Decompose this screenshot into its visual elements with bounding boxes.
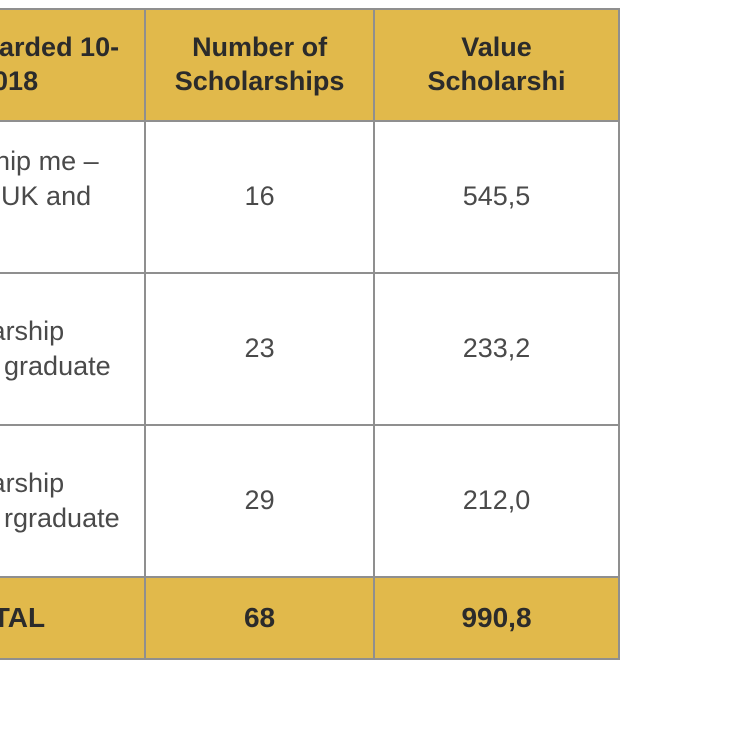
total-value-text: 990,8 bbox=[375, 586, 618, 650]
col-header-value-text: Value Scholarshi bbox=[375, 17, 618, 113]
cell-value-text: 212,0 bbox=[375, 469, 618, 532]
total-number-cell: 68 bbox=[145, 577, 374, 659]
cell-number-text: 23 bbox=[146, 317, 373, 380]
table-header-row: hips Awarded 10-2018 Number of Scholarsh… bbox=[0, 9, 619, 121]
col-header-awarded: hips Awarded 10-2018 bbox=[0, 9, 145, 121]
cell-number-text: 16 bbox=[146, 165, 373, 228]
table-row: VI Scholarship ramme – graduate 23 233,2 bbox=[0, 273, 619, 425]
cell-number: 29 bbox=[145, 425, 374, 577]
col-header-value: Value Scholarshi bbox=[374, 9, 619, 121]
cell-number-text: 29 bbox=[146, 469, 373, 532]
cell-desc: Scholarship me – for study UK and USA bbox=[0, 121, 145, 273]
total-label-cell: OTAL bbox=[0, 577, 145, 659]
cell-value: 233,2 bbox=[374, 273, 619, 425]
cell-desc: VI Scholarship ramme – rgraduate bbox=[0, 425, 145, 577]
col-header-number: Number of Scholarships bbox=[145, 9, 374, 121]
cell-desc-text: Scholarship me – for study UK and USA bbox=[0, 130, 144, 263]
total-number-text: 68 bbox=[146, 586, 373, 650]
cropped-viewport: hips Awarded 10-2018 Number of Scholarsh… bbox=[0, 0, 750, 750]
cell-desc-text: VI Scholarship ramme – graduate bbox=[0, 300, 144, 398]
col-header-awarded-text: hips Awarded 10-2018 bbox=[0, 17, 144, 113]
cell-value: 545,5 bbox=[374, 121, 619, 273]
table-row: VI Scholarship ramme – rgraduate 29 212,… bbox=[0, 425, 619, 577]
cell-desc: VI Scholarship ramme – graduate bbox=[0, 273, 145, 425]
cell-value-text: 233,2 bbox=[375, 317, 618, 380]
cell-value: 212,0 bbox=[374, 425, 619, 577]
total-label-text: OTAL bbox=[0, 586, 144, 650]
cell-desc-text: VI Scholarship ramme – rgraduate bbox=[0, 452, 144, 550]
table-row: Scholarship me – for study UK and USA 16… bbox=[0, 121, 619, 273]
table-total-row: OTAL 68 990,8 bbox=[0, 577, 619, 659]
cell-number: 16 bbox=[145, 121, 374, 273]
col-header-number-text: Number of Scholarships bbox=[146, 17, 373, 113]
scholarships-table: hips Awarded 10-2018 Number of Scholarsh… bbox=[0, 8, 620, 660]
cell-value-text: 545,5 bbox=[375, 165, 618, 228]
total-value-cell: 990,8 bbox=[374, 577, 619, 659]
cell-number: 23 bbox=[145, 273, 374, 425]
